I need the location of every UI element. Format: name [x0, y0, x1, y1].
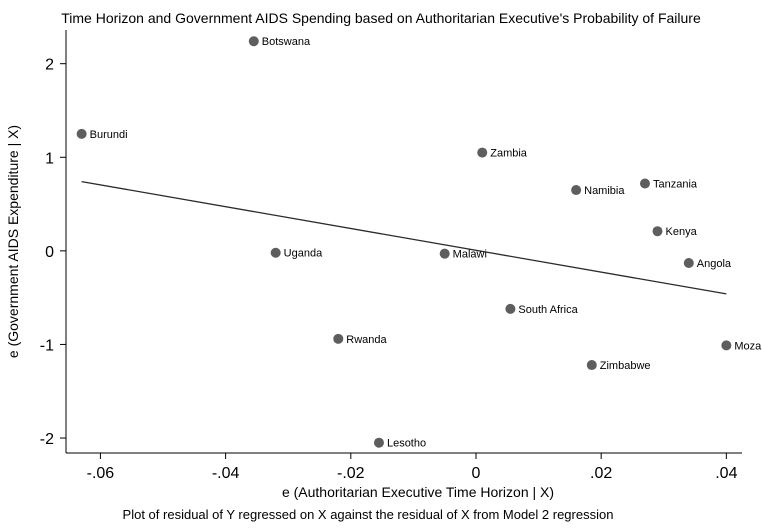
scatter-point	[652, 226, 663, 237]
x-tick-label: 0	[472, 465, 481, 482]
scatter-point	[439, 248, 450, 259]
scatter-point	[505, 303, 516, 314]
scatter-point	[76, 128, 87, 139]
y-tick-label: 2	[45, 57, 54, 74]
scatter-point	[721, 340, 732, 351]
scatter-points: Botswana Burundi Zambia Tanzania Namibia Keny…	[76, 36, 762, 450]
y-axis-ticks: -2 -1 0 1 2	[40, 57, 66, 448]
x-tick-label: -.04	[212, 465, 240, 482]
y-tick-label: 0	[45, 244, 54, 261]
point-label: Lesotho	[387, 438, 426, 450]
x-tick-label: -.02	[337, 465, 365, 482]
x-tick-label: .04	[715, 465, 737, 482]
scatter-point	[586, 360, 597, 371]
x-tick-label: .02	[590, 465, 612, 482]
point-label: Rwanda	[346, 334, 387, 346]
point-label: Namibia	[584, 185, 625, 197]
point-label: Zambia	[490, 148, 528, 160]
point-label: Moza	[734, 340, 762, 352]
scatter-point	[270, 247, 281, 258]
scatter-point	[248, 36, 259, 47]
scatter-point	[333, 333, 344, 344]
regression-fit-line	[81, 180, 727, 295]
point-label: Tanzania	[653, 178, 698, 190]
y-tick-label: -1	[40, 337, 54, 354]
scatter-point	[571, 185, 582, 196]
x-axis-ticks: -.06 -.04 -.02 0 .02 .04	[87, 453, 738, 482]
point-label: South Africa	[518, 304, 578, 316]
scatter-point	[683, 258, 694, 269]
y-tick-label: -2	[40, 431, 54, 448]
chart-note: Plot of residual of Y regressed on X aga…	[123, 507, 614, 522]
point-label: Angola	[697, 258, 732, 270]
x-tick-label: -.06	[87, 465, 115, 482]
point-label: Burundi	[90, 129, 128, 141]
scatter-point	[639, 178, 650, 189]
point-label: Botswana	[262, 36, 311, 48]
y-tick-label: 1	[45, 150, 54, 167]
point-label: Malawi	[453, 249, 487, 261]
chart-title: Time Horizon and Government AIDS Spendin…	[61, 10, 701, 26]
scatter-point	[373, 437, 384, 448]
y-axis-label: e (Government AIDS Expenditure | X)	[5, 125, 21, 358]
point-label: Uganda	[284, 248, 323, 260]
x-axis-label: e (Authoritarian Executive Time Horizon …	[282, 484, 554, 500]
point-label: Zimbabwe	[600, 360, 651, 372]
point-label: Kenya	[666, 226, 698, 238]
scatter-point	[477, 147, 488, 158]
